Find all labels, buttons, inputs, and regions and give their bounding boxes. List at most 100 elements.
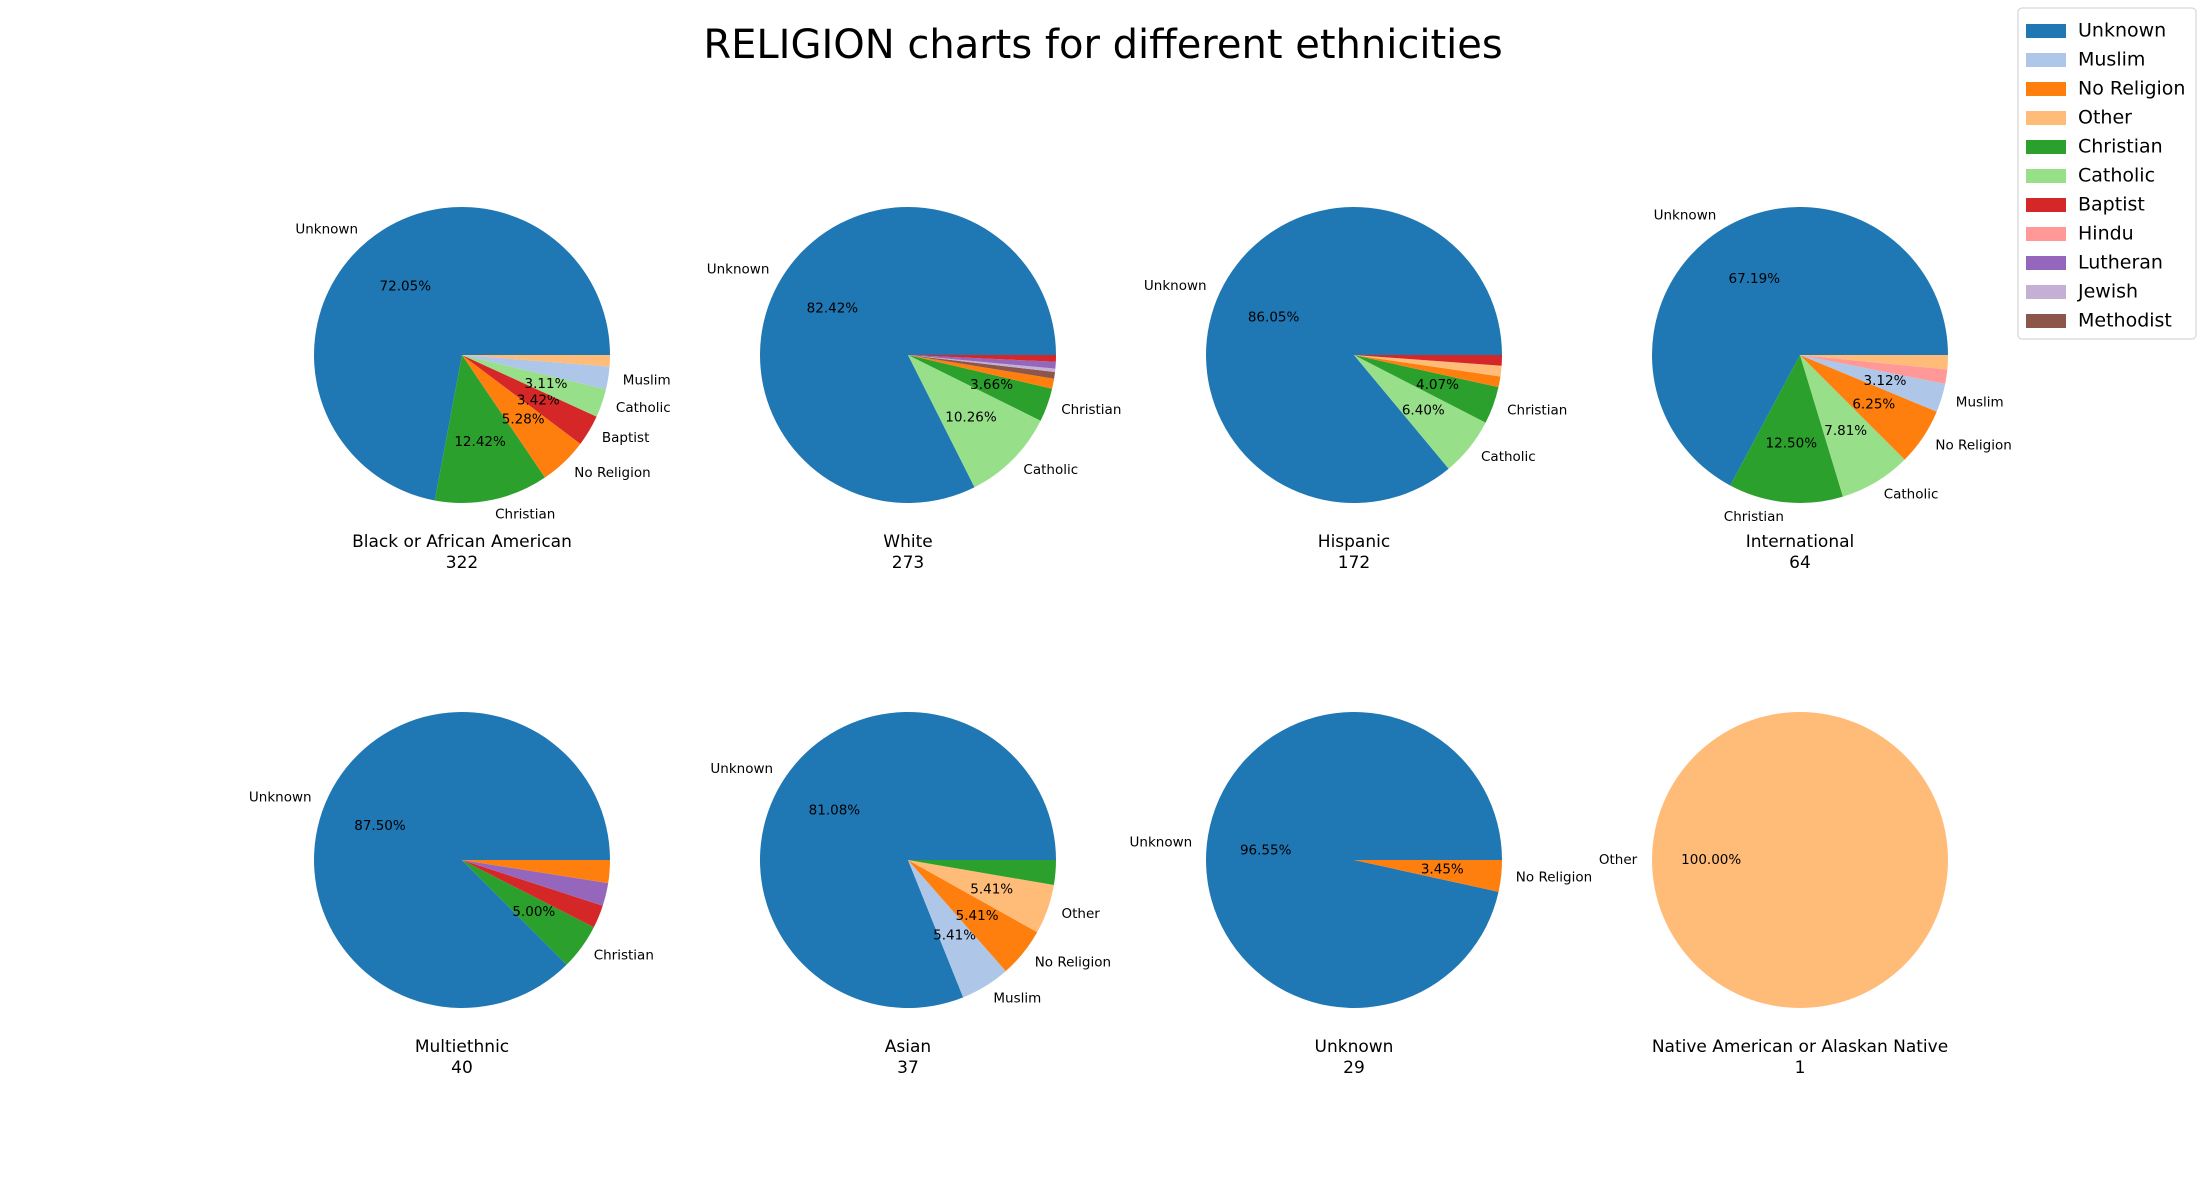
pie-slice-baptist <box>462 860 603 928</box>
slice-label: Baptist <box>602 430 649 446</box>
pie-caption: Native American or Alaskan Native <box>1652 1037 1948 1057</box>
pie-slice-baptist <box>1354 355 1502 366</box>
percent-label: 87.50% <box>354 818 406 834</box>
pie-count: 37 <box>897 1058 919 1078</box>
legend-label: Muslim <box>2078 49 2145 71</box>
legend-item-christian: Christian <box>2026 136 2163 158</box>
pie-slice-catholic <box>1800 355 1905 497</box>
slice-label: No Religion <box>574 465 650 481</box>
legend-label: Catholic <box>2078 165 2155 187</box>
pie-slice-other <box>1354 355 1502 377</box>
pie-count: 1 <box>1795 1058 1806 1078</box>
pie-slice-christian <box>908 860 1056 886</box>
pie-international: Unknown 67.19% Christian 12.50% Catholic 7.81… <box>1652 206 2012 573</box>
slice-label: Catholic <box>1884 487 1939 503</box>
percent-label: 3.12% <box>1864 373 1907 389</box>
legend-swatch <box>2026 24 2066 38</box>
pie-slice-catholic <box>908 355 1041 488</box>
pie-count: 172 <box>1338 553 1370 573</box>
legend-swatch <box>2026 169 2066 183</box>
pie-white: Unknown 82.42% Catholic 10.26% Christian 3.66… <box>707 207 1121 573</box>
pie-slice-other <box>908 860 1054 933</box>
percent-label: 6.25% <box>1852 396 1895 412</box>
legend-label: Baptist <box>2078 194 2145 216</box>
pie-slice-baptist <box>462 355 597 444</box>
legend-label: Lutheran <box>2078 252 2163 274</box>
percent-label: 96.55% <box>1240 842 1292 858</box>
pie-slice-methodist <box>908 355 1056 379</box>
pie-slice-no-religion <box>908 860 1038 972</box>
pie-slice-no-religion <box>462 860 610 884</box>
percent-label: 81.08% <box>809 802 861 818</box>
pie-count: 40 <box>451 1058 473 1078</box>
pie-slice-lutheran <box>908 355 1056 369</box>
slice-label: Muslim <box>993 991 1041 1007</box>
legend-item-methodist: Methodist <box>2026 310 2172 332</box>
pie-slice-no-religion <box>1354 355 1501 388</box>
legend-label: Jewish <box>2077 281 2138 303</box>
pie-count: 64 <box>1789 553 1811 573</box>
pie-slice-baptist <box>908 355 1056 362</box>
percent-label: 86.05% <box>1248 309 1300 325</box>
pie-slice-unknown <box>759 207 1056 504</box>
percent-label: 3.42% <box>517 392 560 408</box>
legend-item-jewish: Jewish <box>2026 281 2138 303</box>
pie-slice-unknown <box>1206 712 1502 1009</box>
slice-label: No Religion <box>1935 437 2011 453</box>
legend-label: Unknown <box>2078 20 2166 42</box>
slice-label: Christian <box>1507 402 1567 418</box>
pie-slice-christian <box>1730 355 1843 504</box>
percent-label: 72.05% <box>380 279 432 295</box>
legend-swatch <box>2026 256 2066 270</box>
legend-item-hindu: Hindu <box>2026 223 2134 245</box>
legend: Unknown Muslim No Religion Other Christian Ca… <box>2017 7 2197 340</box>
legend-label: Methodist <box>2078 310 2172 332</box>
legend-swatch <box>2026 111 2066 125</box>
pie-caption: Multiethnic <box>415 1037 509 1057</box>
slice-label: Muslim <box>1956 394 2004 410</box>
pie-slice-other <box>1800 355 1949 370</box>
pie-caption: International <box>1746 532 1855 552</box>
percent-label: 12.42% <box>454 434 506 450</box>
legend-item-baptist: Baptist <box>2026 194 2145 216</box>
legend-label: No Religion <box>2078 78 2185 100</box>
pie-slice-no-religion <box>1354 860 1502 892</box>
legend-swatch <box>2026 227 2066 241</box>
percent-label: 6.40% <box>1402 403 1445 419</box>
pie-slice-other <box>462 355 610 367</box>
slice-label: Other <box>1062 906 1101 922</box>
percent-label: 67.19% <box>1729 271 1781 287</box>
pie-native-american-or-alaskan-native: Other 100.00% Native American or Alaskan N… <box>1599 712 1948 1078</box>
legend-item-other: Other <box>2026 107 2132 129</box>
pie-slice-unknown <box>314 206 610 501</box>
slice-label: Christian <box>495 506 555 522</box>
percent-label: 5.41% <box>956 908 999 924</box>
slice-label: Unknown <box>707 262 770 278</box>
percent-label: 4.07% <box>1416 377 1459 393</box>
slice-label: Catholic <box>1481 449 1536 465</box>
percent-label: 3.66% <box>970 377 1013 393</box>
slice-label: Christian <box>1061 402 1121 418</box>
pie-slice-no-religion <box>1800 355 1937 460</box>
legend-swatch <box>2026 198 2066 212</box>
slice-label: Catholic <box>616 400 671 416</box>
legend-label: Christian <box>2078 136 2163 158</box>
slice-label: Christian <box>1724 509 1784 525</box>
legend-item-unknown: Unknown <box>2026 20 2166 42</box>
percent-label: 82.42% <box>807 300 859 316</box>
percent-label: 100.00% <box>1681 852 1741 868</box>
legend-swatch <box>2026 53 2066 67</box>
slice-label: Catholic <box>1023 462 1078 478</box>
pie-slice-muslim <box>462 355 610 390</box>
pie-count: 322 <box>446 553 478 573</box>
percent-label: 5.41% <box>933 928 976 944</box>
pie-charts: Unknown 72.05% Christian 12.42% No Religion 5… <box>249 206 2012 1078</box>
pie-slice-unknown <box>1206 206 1502 503</box>
pie-caption: Hispanic <box>1318 532 1390 552</box>
pie-slice-other <box>1652 712 1948 1008</box>
pie-hispanic: Unknown 86.05% Catholic 6.40% Christian 4.07%… <box>1144 206 1567 573</box>
legend-item-no-religion: No Religion <box>2026 78 2185 100</box>
percent-label: 3.11% <box>525 376 568 392</box>
